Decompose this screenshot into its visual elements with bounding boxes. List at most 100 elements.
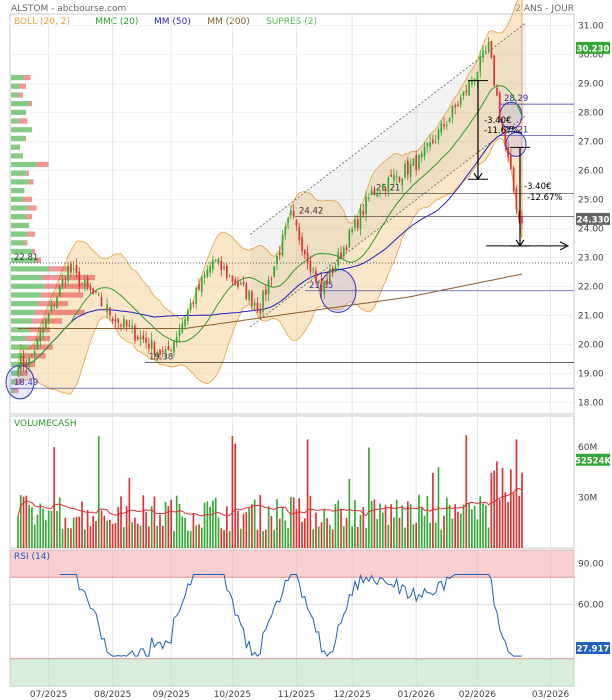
volume-bar-34 bbox=[111, 523, 114, 548]
candle-2 bbox=[22, 355, 25, 366]
candle-49 bbox=[153, 342, 156, 355]
volume-bar-110 bbox=[323, 508, 326, 548]
volume-bar-30 bbox=[100, 510, 103, 548]
candle-127 bbox=[370, 190, 373, 195]
volume-bar-180 bbox=[518, 495, 521, 548]
volume-bar-147 bbox=[426, 495, 429, 548]
profile-down-10 bbox=[36, 161, 49, 168]
volume-bar-179 bbox=[515, 439, 518, 548]
profile-up-35 bbox=[11, 379, 16, 385]
candle-20 bbox=[72, 268, 75, 270]
candle-173 bbox=[498, 92, 501, 121]
volume-bar-14 bbox=[56, 510, 58, 548]
candle-165 bbox=[476, 71, 479, 81]
rsi-tick-1: 90.00 bbox=[578, 560, 604, 570]
volume-bar-52 bbox=[161, 525, 164, 548]
volume-bar-0 bbox=[17, 516, 19, 548]
candle-116 bbox=[340, 252, 342, 260]
candle-38 bbox=[122, 318, 125, 330]
volume-bar-77 bbox=[231, 436, 234, 548]
candle-92 bbox=[273, 266, 276, 277]
volume-bar-116 bbox=[340, 508, 342, 548]
candle-43 bbox=[136, 336, 139, 340]
mmc20-line bbox=[17, 85, 523, 372]
price-badge-current: 24.330 bbox=[577, 215, 610, 225]
candle-37 bbox=[120, 324, 122, 327]
candle-113 bbox=[331, 267, 334, 274]
candle-178 bbox=[512, 167, 515, 191]
candle-40 bbox=[128, 325, 131, 327]
candle-103 bbox=[303, 249, 306, 255]
candle-121 bbox=[354, 219, 356, 228]
profile-up-2 bbox=[11, 92, 19, 98]
candle-64 bbox=[195, 287, 198, 305]
x-tick-0: 07/2025 bbox=[30, 690, 67, 700]
candle-168 bbox=[484, 51, 487, 53]
volume-bar-167 bbox=[482, 503, 484, 548]
candle-61 bbox=[187, 310, 189, 321]
candle-47 bbox=[148, 343, 150, 349]
candle-84 bbox=[251, 291, 253, 306]
candle-60 bbox=[184, 319, 186, 327]
profile-down-3 bbox=[29, 101, 32, 107]
candle-66 bbox=[200, 277, 203, 293]
volume-ma-line bbox=[17, 487, 523, 517]
profile-up-9 bbox=[11, 153, 23, 159]
candle-174 bbox=[501, 123, 504, 131]
profile-up-14 bbox=[11, 196, 23, 202]
volume-bar-56 bbox=[173, 531, 175, 548]
annotation-2: -3.40€ bbox=[524, 182, 551, 192]
profile-down-15 bbox=[27, 205, 37, 211]
volume-bar-58 bbox=[178, 503, 181, 548]
price-tick-7: 25.00 bbox=[578, 196, 604, 206]
volume-bar-16 bbox=[61, 529, 64, 548]
legend-item-4: SUPRES (2) bbox=[266, 17, 317, 27]
volume-bar-146 bbox=[423, 515, 426, 548]
volume-bar-26 bbox=[89, 526, 92, 548]
rsi-panel-title: RSI (14) bbox=[14, 552, 50, 562]
profile-down-26 bbox=[38, 301, 68, 307]
candle-74 bbox=[223, 267, 225, 269]
volume-bar-103 bbox=[303, 518, 306, 548]
candle-119 bbox=[348, 230, 351, 248]
candle-152 bbox=[440, 123, 443, 133]
candle-85 bbox=[253, 302, 256, 306]
candle-34 bbox=[111, 318, 114, 321]
rsi-path bbox=[59, 573, 522, 658]
circle-mid bbox=[319, 268, 357, 313]
profile-up-25 bbox=[11, 292, 41, 298]
volume-bar-62 bbox=[189, 531, 192, 548]
rsi-line bbox=[59, 573, 522, 658]
volume-bar-105 bbox=[309, 495, 312, 548]
rsi-badge-bg bbox=[576, 642, 610, 655]
profile-down-20 bbox=[32, 248, 35, 255]
volume-bar-3 bbox=[25, 495, 28, 548]
candle-169 bbox=[487, 41, 490, 51]
volume-bar-124 bbox=[362, 507, 365, 548]
candle-83 bbox=[248, 290, 250, 301]
volume-bar-143 bbox=[415, 522, 418, 548]
profile-up-26 bbox=[11, 301, 38, 307]
profile-up-3 bbox=[11, 101, 29, 107]
candle-28 bbox=[95, 291, 97, 293]
circle-high-b bbox=[505, 131, 527, 157]
candle-70 bbox=[212, 260, 214, 270]
candle-136 bbox=[395, 176, 398, 178]
volume-bar-108 bbox=[317, 526, 320, 548]
candle-95 bbox=[281, 234, 284, 256]
candle-73 bbox=[220, 260, 223, 271]
rsi-tick-0: 60.00 bbox=[578, 600, 604, 610]
candle-176 bbox=[507, 147, 509, 158]
profile-up-31 bbox=[11, 344, 29, 350]
volume-bar-68 bbox=[206, 501, 209, 548]
circle-low bbox=[5, 364, 35, 400]
volume-bar-69 bbox=[209, 506, 211, 548]
price-tick-9: 27.00 bbox=[578, 138, 604, 148]
sr-label-7: 27.21 bbox=[504, 125, 528, 135]
candle-77 bbox=[231, 275, 234, 282]
candle-54 bbox=[167, 346, 170, 351]
panel-frame-0 bbox=[9, 13, 575, 415]
volume-bar-66 bbox=[200, 527, 203, 548]
candle-55 bbox=[170, 350, 172, 352]
volume-bar-22 bbox=[78, 516, 81, 548]
